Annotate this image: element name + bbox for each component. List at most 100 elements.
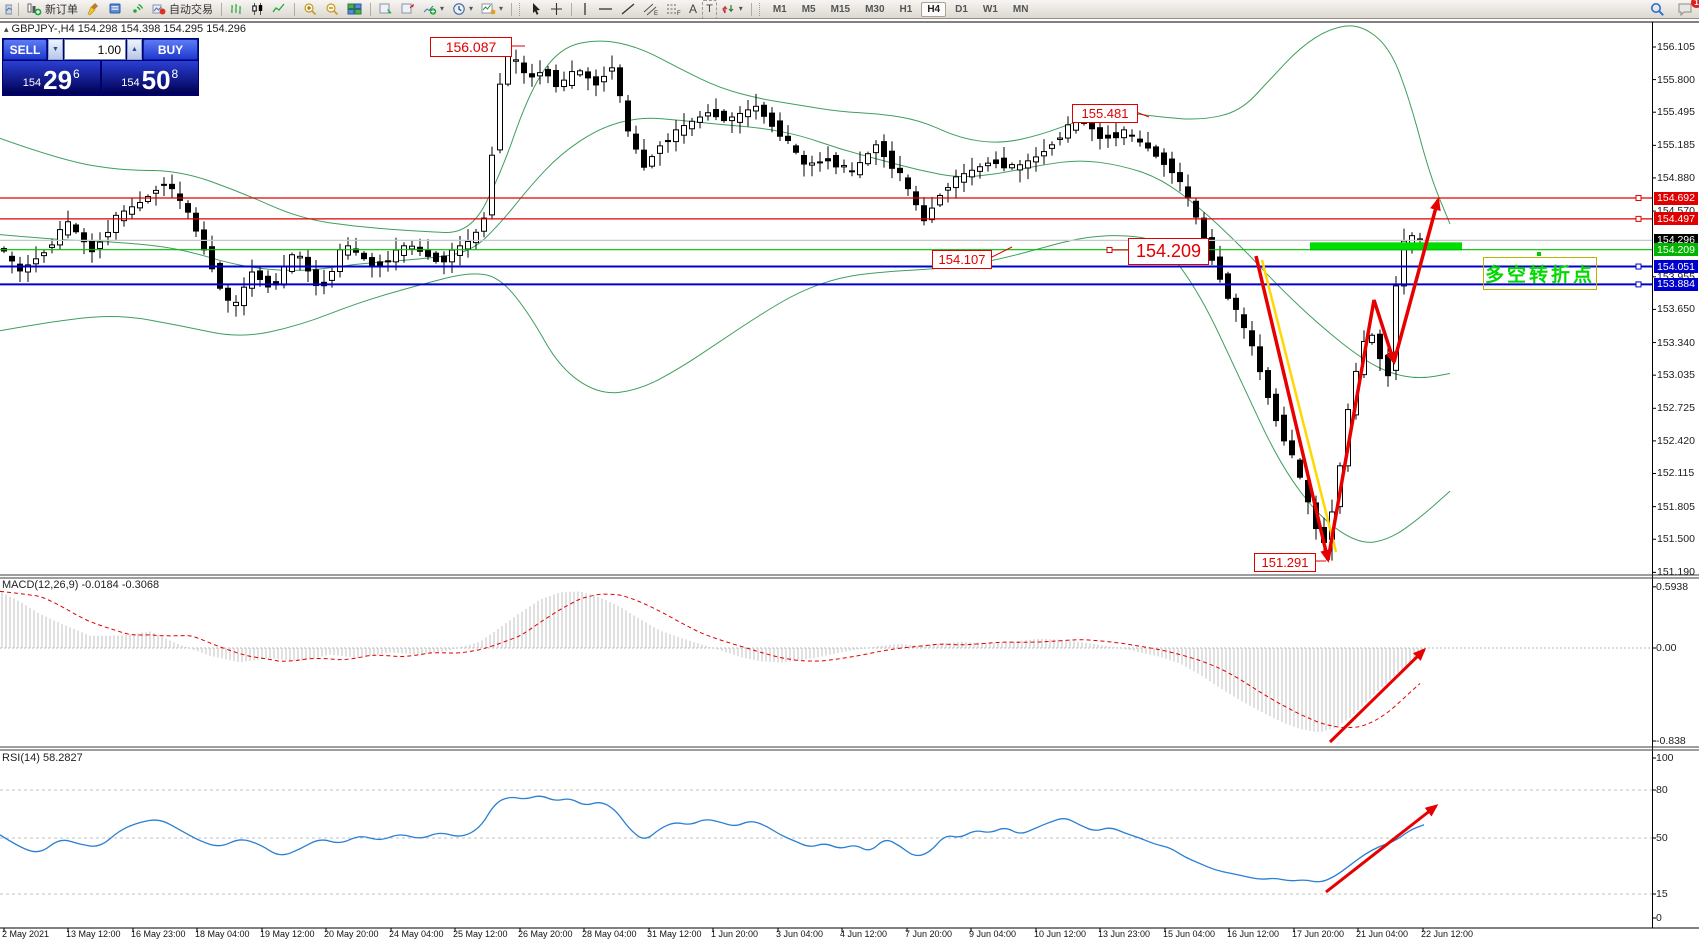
price-tick: 153.035	[1657, 369, 1695, 382]
time-axis-label: 3 Jun 04:00	[776, 929, 824, 939]
text-tool[interactable]: A	[686, 1, 700, 18]
timeframe-M5[interactable]: M5	[801, 3, 816, 15]
price-annotation[interactable]: 154.107	[932, 250, 992, 269]
timeframe-group: M1 M5 M15 M30 H1 H4 D1 W1 MN	[767, 1, 1035, 17]
time-axis-label: 25 May 12:00	[453, 929, 508, 939]
time-axis-label: 2 May 2021	[2, 929, 50, 939]
rebound-up-arrow	[1392, 197, 1441, 363]
toolbar-separator	[750, 2, 752, 16]
price-axis-badge: 154.692	[1654, 191, 1698, 205]
equidistant-channel-tool[interactable]: E	[640, 1, 661, 18]
toolbar-separator	[294, 2, 295, 16]
zoom-in-button[interactable]	[300, 1, 320, 18]
line-handle	[1635, 263, 1642, 270]
timeframe-W1[interactable]: W1	[982, 3, 998, 15]
bollinger-bands	[0, 25, 1451, 543]
timeframe-M30[interactable]: M30	[865, 3, 885, 15]
buy-price-small: 154	[121, 77, 140, 89]
arrows-tool[interactable]: ▾	[719, 1, 746, 18]
macd-axis-value: 0.00	[1656, 642, 1677, 654]
tile-windows-button[interactable]	[344, 1, 365, 18]
crosshair-button[interactable]	[547, 1, 566, 18]
chevron-down-icon: ▾	[469, 4, 474, 13]
trendline-icon	[621, 3, 635, 15]
time-axis-label: 17 Jun 20:00	[1292, 929, 1345, 939]
price-annotation[interactable]: 151.291	[1254, 553, 1316, 572]
label-tool-label: T	[706, 3, 713, 15]
fibonacci-tool[interactable]: F	[663, 1, 684, 18]
time-axis-label: 1 Jun 20:00	[711, 929, 759, 939]
buy-button[interactable]: BUY	[143, 39, 198, 60]
toolbar-separator	[221, 2, 222, 16]
bar-chart-button[interactable]	[227, 1, 246, 18]
trendline-tool[interactable]	[618, 1, 638, 18]
price-tick: 152.115	[1657, 467, 1695, 480]
chart-shift-button[interactable]	[398, 1, 418, 18]
rsi-axis-value: 0	[1656, 912, 1662, 924]
one-click-trading-panel: SELL ▼ ▲ BUY 154 29 6 154 50 8	[2, 38, 199, 96]
autotrade-button[interactable]: 自动交易	[149, 1, 216, 18]
timeframe-M15[interactable]: M15	[830, 3, 851, 15]
text-label-tool[interactable]: T	[702, 0, 717, 19]
book-icon	[109, 3, 121, 14]
cursor-button[interactable]	[527, 1, 545, 18]
price-annotation[interactable]: 155.481	[1072, 104, 1138, 123]
volume-input[interactable]	[64, 39, 126, 60]
price-tick: 155.185	[1657, 139, 1695, 152]
time-axis-label: 21 Jun 04:00	[1356, 929, 1409, 939]
templates-button[interactable]: ▾	[478, 1, 506, 18]
autotrade-label: 自动交易	[169, 4, 213, 16]
price-annotation[interactable]: 154.209	[1128, 238, 1209, 265]
candle-chart-button[interactable]	[248, 1, 267, 18]
horizontal-line-tool[interactable]	[595, 1, 616, 18]
time-axis-label: 15 Jun 04:00	[1163, 929, 1216, 939]
auto-scroll-button[interactable]	[376, 1, 396, 18]
new-order-button[interactable]: 新订单	[24, 1, 81, 18]
timeframe-M1[interactable]: M1	[772, 3, 787, 15]
timeframe-MN[interactable]: MN	[1012, 3, 1029, 15]
sell-button[interactable]: SELL	[3, 39, 47, 60]
search-button[interactable]	[1647, 1, 1668, 18]
timeframe-H1[interactable]: H1	[899, 3, 913, 15]
line-handle	[1635, 215, 1642, 222]
zoom-out-button[interactable]	[322, 1, 342, 18]
volume-increase-button[interactable]: ▲	[127, 39, 142, 60]
buy-price-sup: 8	[171, 67, 179, 81]
timeframe-D1[interactable]: D1	[955, 3, 968, 15]
buy-price[interactable]: 154 50 8	[101, 61, 198, 94]
turning-point-note[interactable]: 多空转折点	[1483, 257, 1597, 290]
app-icon[interactable]	[3, 1, 13, 18]
auto-scroll-icon	[379, 3, 392, 14]
indicators-button[interactable]: ▾	[420, 1, 447, 18]
time-axis-label: 10 Jun 12:00	[1034, 929, 1087, 939]
notification-badge: 1	[1691, 0, 1699, 8]
vertical-line-tool[interactable]	[577, 1, 593, 18]
time-axis-label: 16 May 23:00	[131, 929, 186, 939]
periods-button[interactable]: ▾	[449, 1, 476, 18]
line-handle	[1635, 195, 1642, 202]
cleanup-button[interactable]	[83, 1, 103, 18]
collapse-triangle-icon[interactable]: ▴	[4, 24, 9, 34]
sell-price[interactable]: 154 29 6	[3, 61, 100, 94]
timeframe-H4[interactable]: H4	[921, 1, 947, 17]
vline-icon	[584, 3, 586, 15]
main-toolbar: 新订单 自动交易 ▾ ▾	[0, 0, 1699, 19]
rsi-line	[0, 795, 1425, 883]
price-tick: 156.105	[1657, 41, 1695, 53]
price-tick: 152.725	[1657, 402, 1695, 415]
zoom-out-icon	[326, 3, 339, 16]
signals-button[interactable]	[127, 1, 147, 18]
depth-of-market-button[interactable]	[105, 1, 125, 18]
time-axis-label: 22 Jun 12:00	[1421, 929, 1474, 939]
line-chart-button[interactable]	[269, 1, 289, 18]
sell-price-small: 154	[22, 77, 42, 89]
rsi-axis-value: 50	[1656, 832, 1668, 844]
time-axis-label: 20 May 20:00	[324, 929, 379, 939]
macd-axis-value: 0.5938	[1656, 580, 1689, 593]
time-axis-label: 13 Jun 23:00	[1098, 929, 1151, 939]
time-axis-label: 18 May 04:00	[195, 929, 250, 939]
notifications-button[interactable]: 1	[1674, 0, 1699, 18]
volume-decrease-button[interactable]: ▼	[48, 39, 63, 60]
price-annotation[interactable]: 156.087	[430, 37, 512, 57]
